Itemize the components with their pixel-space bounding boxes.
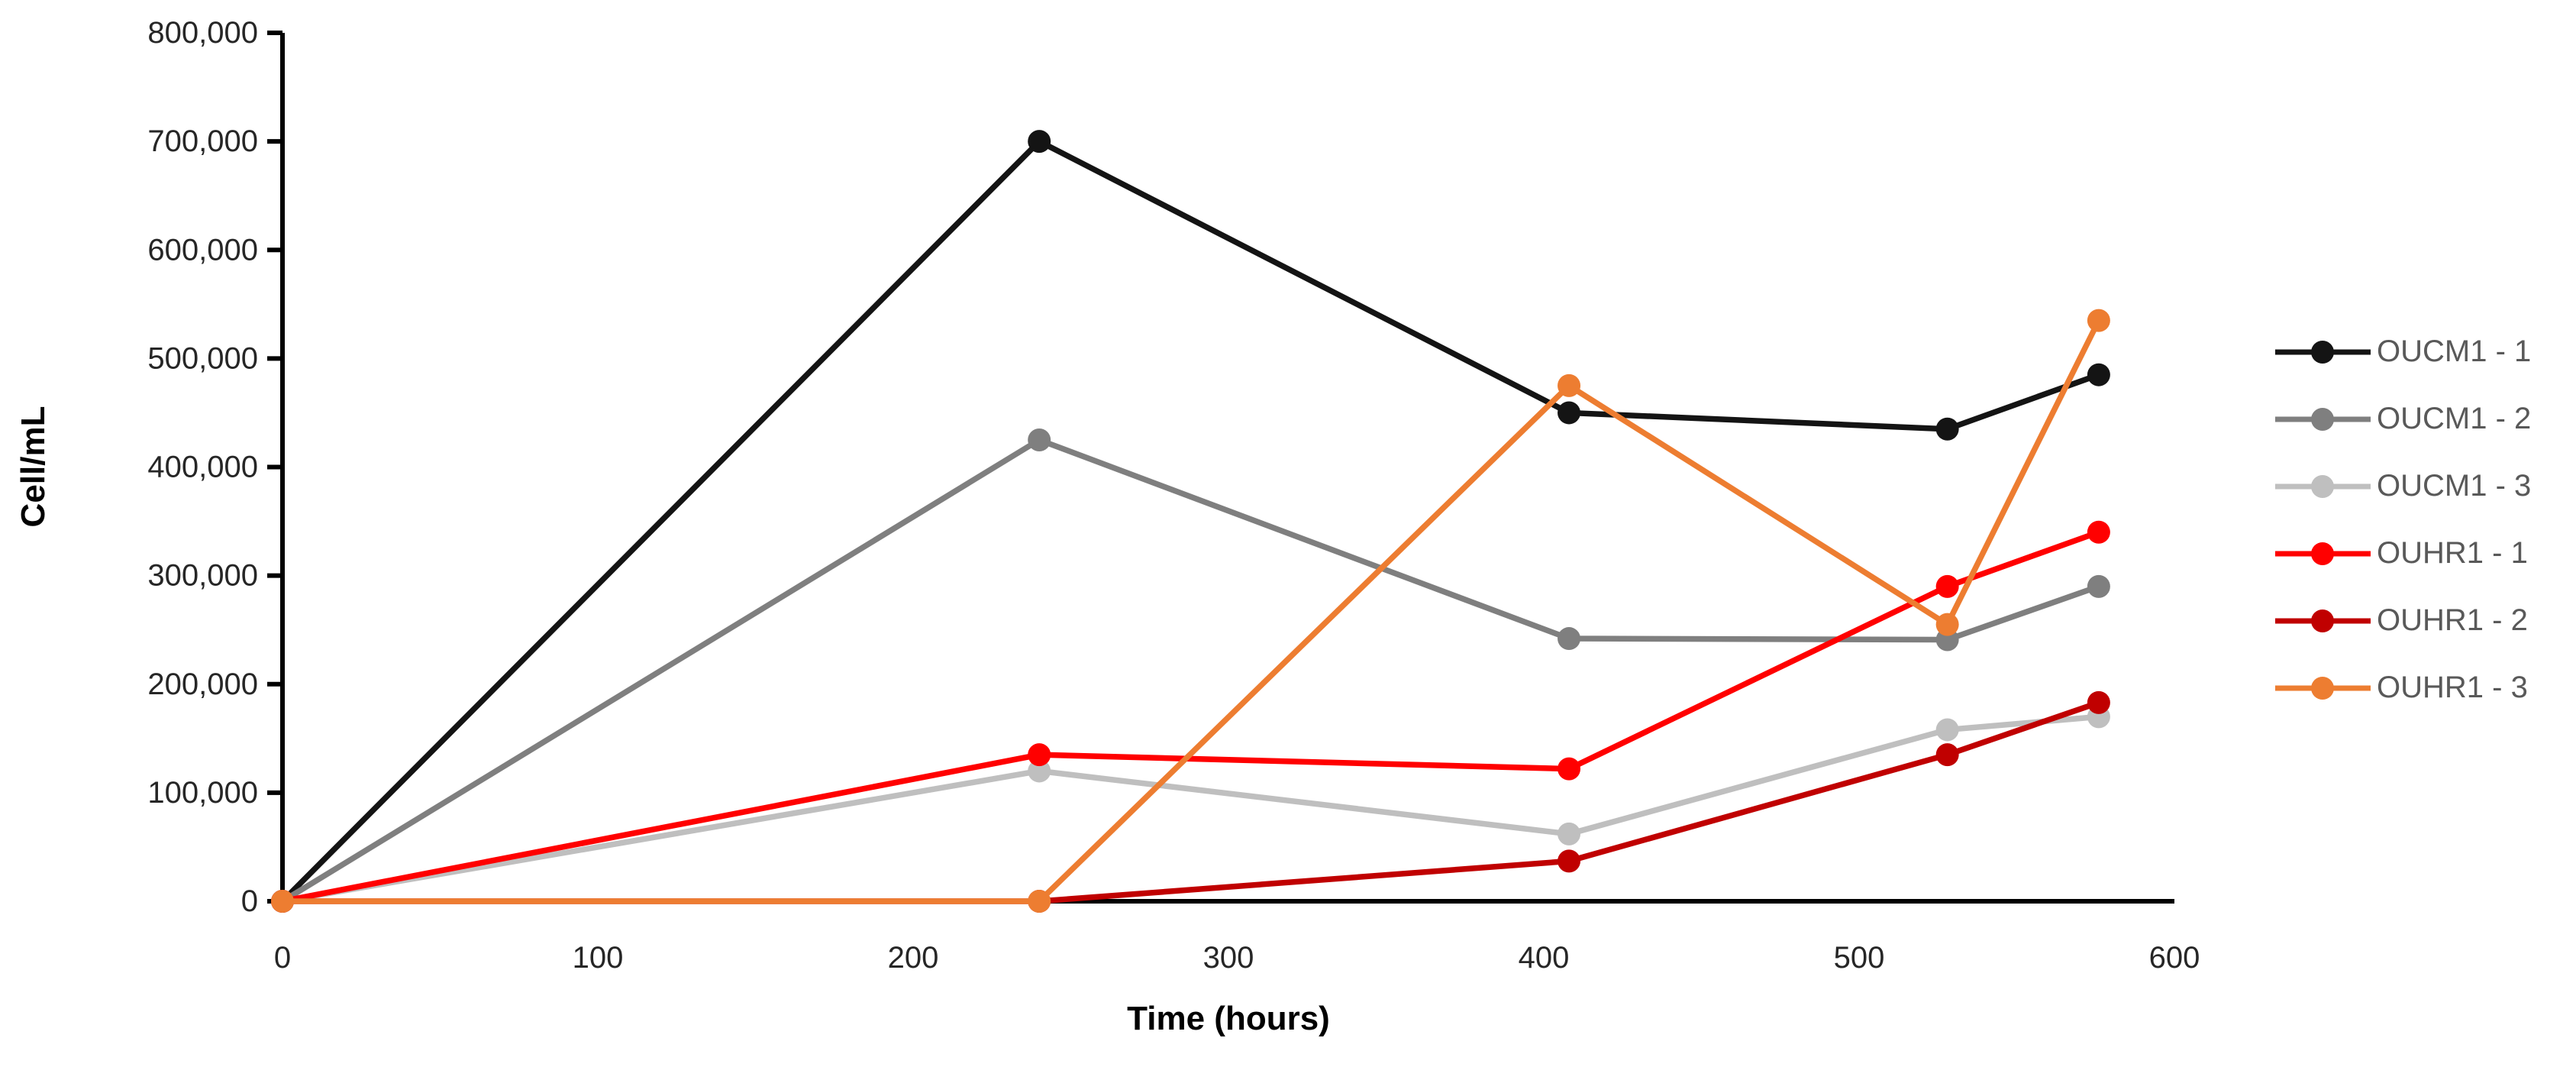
data-point-marker <box>1935 613 1959 636</box>
legend-item-label: OUCM1 - 2 <box>2377 402 2532 435</box>
legend-marker-icon <box>2275 407 2371 431</box>
y-tick-label: 600,000 <box>147 233 258 267</box>
series-line <box>282 318 2102 904</box>
legend-item: OUCM1 - 2 <box>2275 398 2531 440</box>
x-tick-label: 100 <box>573 941 624 975</box>
y-tick-label: 700,000 <box>147 124 258 158</box>
x-tick-label: 200 <box>888 941 939 975</box>
legend-item-label: OUCM1 - 3 <box>2377 469 2532 503</box>
data-point-marker <box>1935 743 1959 767</box>
data-point-marker <box>1935 718 1959 742</box>
y-tick-label: 400,000 <box>147 451 258 484</box>
legend-item-label: OUHR1 - 3 <box>2377 671 2528 704</box>
data-point-marker <box>1028 130 1051 154</box>
x-axis-title: Time (hours) <box>1127 1000 1330 1037</box>
legend-item: OUHR1 - 3 <box>2275 667 2531 709</box>
y-tick-label: 200,000 <box>147 668 258 701</box>
data-point-marker <box>1558 822 1581 846</box>
y-tick-label: 0 <box>241 884 258 918</box>
y-tick-label: 500,000 <box>147 341 258 375</box>
legend-marker-icon <box>2275 676 2371 700</box>
legend-item-label: OUCM1 - 1 <box>2377 335 2532 368</box>
legend-item: OUCM1 - 1 <box>2275 331 2531 373</box>
legend-item: OUCM1 - 3 <box>2275 465 2531 507</box>
series-line <box>282 529 2100 904</box>
data-point-marker <box>1028 759 1051 783</box>
legend-marker-icon <box>2275 474 2371 498</box>
x-tick-label: 400 <box>1519 941 1570 975</box>
tick-labels: 0 100,000 200,000 300,000 400,000 500,000 600,… <box>147 16 2200 975</box>
data-point-marker <box>271 890 294 913</box>
legend-marker-icon <box>2275 340 2371 364</box>
series-line <box>281 436 2100 904</box>
data-point-marker <box>2087 574 2110 598</box>
legend-item-label: OUHR1 - 1 <box>2377 536 2528 570</box>
data-point-marker <box>2087 309 2110 332</box>
series-line <box>282 713 2100 904</box>
x-tick-label: 0 <box>274 941 291 975</box>
y-tick-label: 800,000 <box>147 16 258 50</box>
data-point-marker <box>1028 890 1051 913</box>
x-tick-label: 300 <box>1203 941 1254 975</box>
data-point-marker <box>1558 757 1581 781</box>
data-point-marker <box>1935 417 1959 441</box>
data-point-marker <box>1558 401 1581 425</box>
legend-item: OUHR1 - 2 <box>2275 600 2531 642</box>
data-point-marker <box>1028 428 1051 451</box>
data-point-marker <box>1028 743 1051 767</box>
legend-marker-icon <box>2275 542 2371 565</box>
data-point-marker <box>2087 363 2110 386</box>
y-tick-label: 300,000 <box>147 559 258 593</box>
legend-item-label: OUHR1 - 2 <box>2377 603 2528 637</box>
data-point-marker <box>2087 690 2110 714</box>
data-point-marker <box>1558 849 1581 873</box>
legend-marker-icon <box>2275 609 2371 632</box>
legend: OUCM1 - 1 OUCM1 - 2 OUCM1 - 3 OUHR1 - 1 OUHR… <box>2275 331 2531 709</box>
data-point-marker <box>2087 520 2110 544</box>
data-point-marker <box>1935 574 1959 598</box>
x-tick-label: 600 <box>2149 941 2200 975</box>
y-axis-title: Cell/mL <box>15 406 52 528</box>
legend-item: OUHR1 - 1 <box>2275 532 2531 574</box>
data-point-marker <box>1558 373 1581 397</box>
data-series <box>271 130 2110 913</box>
data-point-marker <box>1558 627 1581 651</box>
y-tick-label: 100,000 <box>147 776 258 810</box>
x-tick-label: 500 <box>1834 941 1885 975</box>
